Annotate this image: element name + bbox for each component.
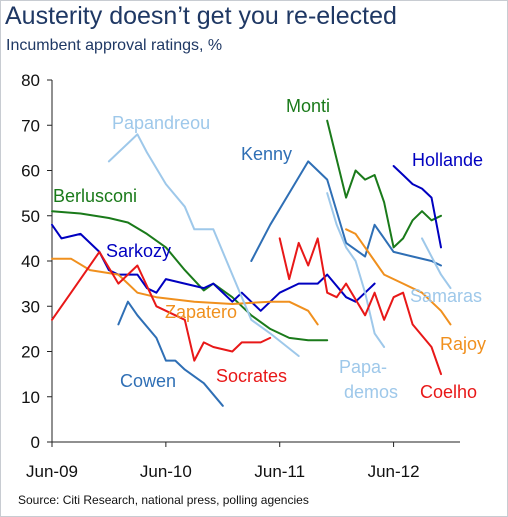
series-line-socrates [51, 250, 272, 362]
series-label-monti: Monti [286, 96, 330, 116]
x-tick-label: Jun-09 [26, 462, 78, 481]
series-label-samaras: Samaras [410, 286, 482, 306]
series-label-cowen: Cowen [120, 371, 176, 391]
series-line-papa-demos [326, 192, 386, 348]
y-tick-label: 20 [21, 343, 40, 362]
series-label-kenny: Kenny [241, 144, 292, 164]
x-tick-label: Jun-11 [254, 462, 305, 481]
y-tick-label: 50 [21, 207, 40, 226]
x-tick-label: Jun-10 [140, 462, 192, 481]
series-label-hollande: Hollande [412, 150, 483, 170]
series-label-papa-demos: Papa-demos [339, 357, 398, 402]
series-line-papandreou [107, 133, 300, 357]
y-tick-label: 80 [21, 71, 40, 90]
series-label-coelho: Coelho [420, 382, 477, 402]
series-label-rajoy: Rajoy [440, 334, 486, 354]
series-line-sarkozy [51, 223, 376, 312]
series-line-coelho [278, 237, 442, 376]
series-label-sarkozy: Sarkozy [106, 241, 171, 261]
chart-title: Austerity doesn’t get you re-elected [5, 2, 397, 30]
series-line-monti [326, 119, 442, 249]
series-label-zapatero: Zapatero [165, 302, 237, 322]
y-tick-label: 0 [31, 433, 40, 452]
y-tick-label: 30 [21, 297, 40, 316]
y-tick-label: 40 [21, 252, 40, 271]
chart-source: Source: Citi Research, national press, p… [18, 493, 309, 507]
chart-subtitle: Incumbent approval ratings, % [6, 37, 223, 54]
y-tick-label: 60 [21, 162, 40, 181]
series-line-samaras [421, 237, 452, 290]
series-line-zapatero [51, 257, 319, 326]
series-label-berlusconi: Berlusconi [53, 186, 137, 206]
x-tick-label: Jun-12 [368, 462, 420, 481]
series-line-hollande [392, 165, 442, 249]
y-tick-label: 70 [21, 116, 40, 135]
y-tick-label: 10 [21, 388, 40, 407]
series-label-papandreou: Papandreou [112, 113, 210, 133]
series-label-socrates: Socrates [216, 366, 287, 386]
series-line-kenny [250, 160, 442, 267]
